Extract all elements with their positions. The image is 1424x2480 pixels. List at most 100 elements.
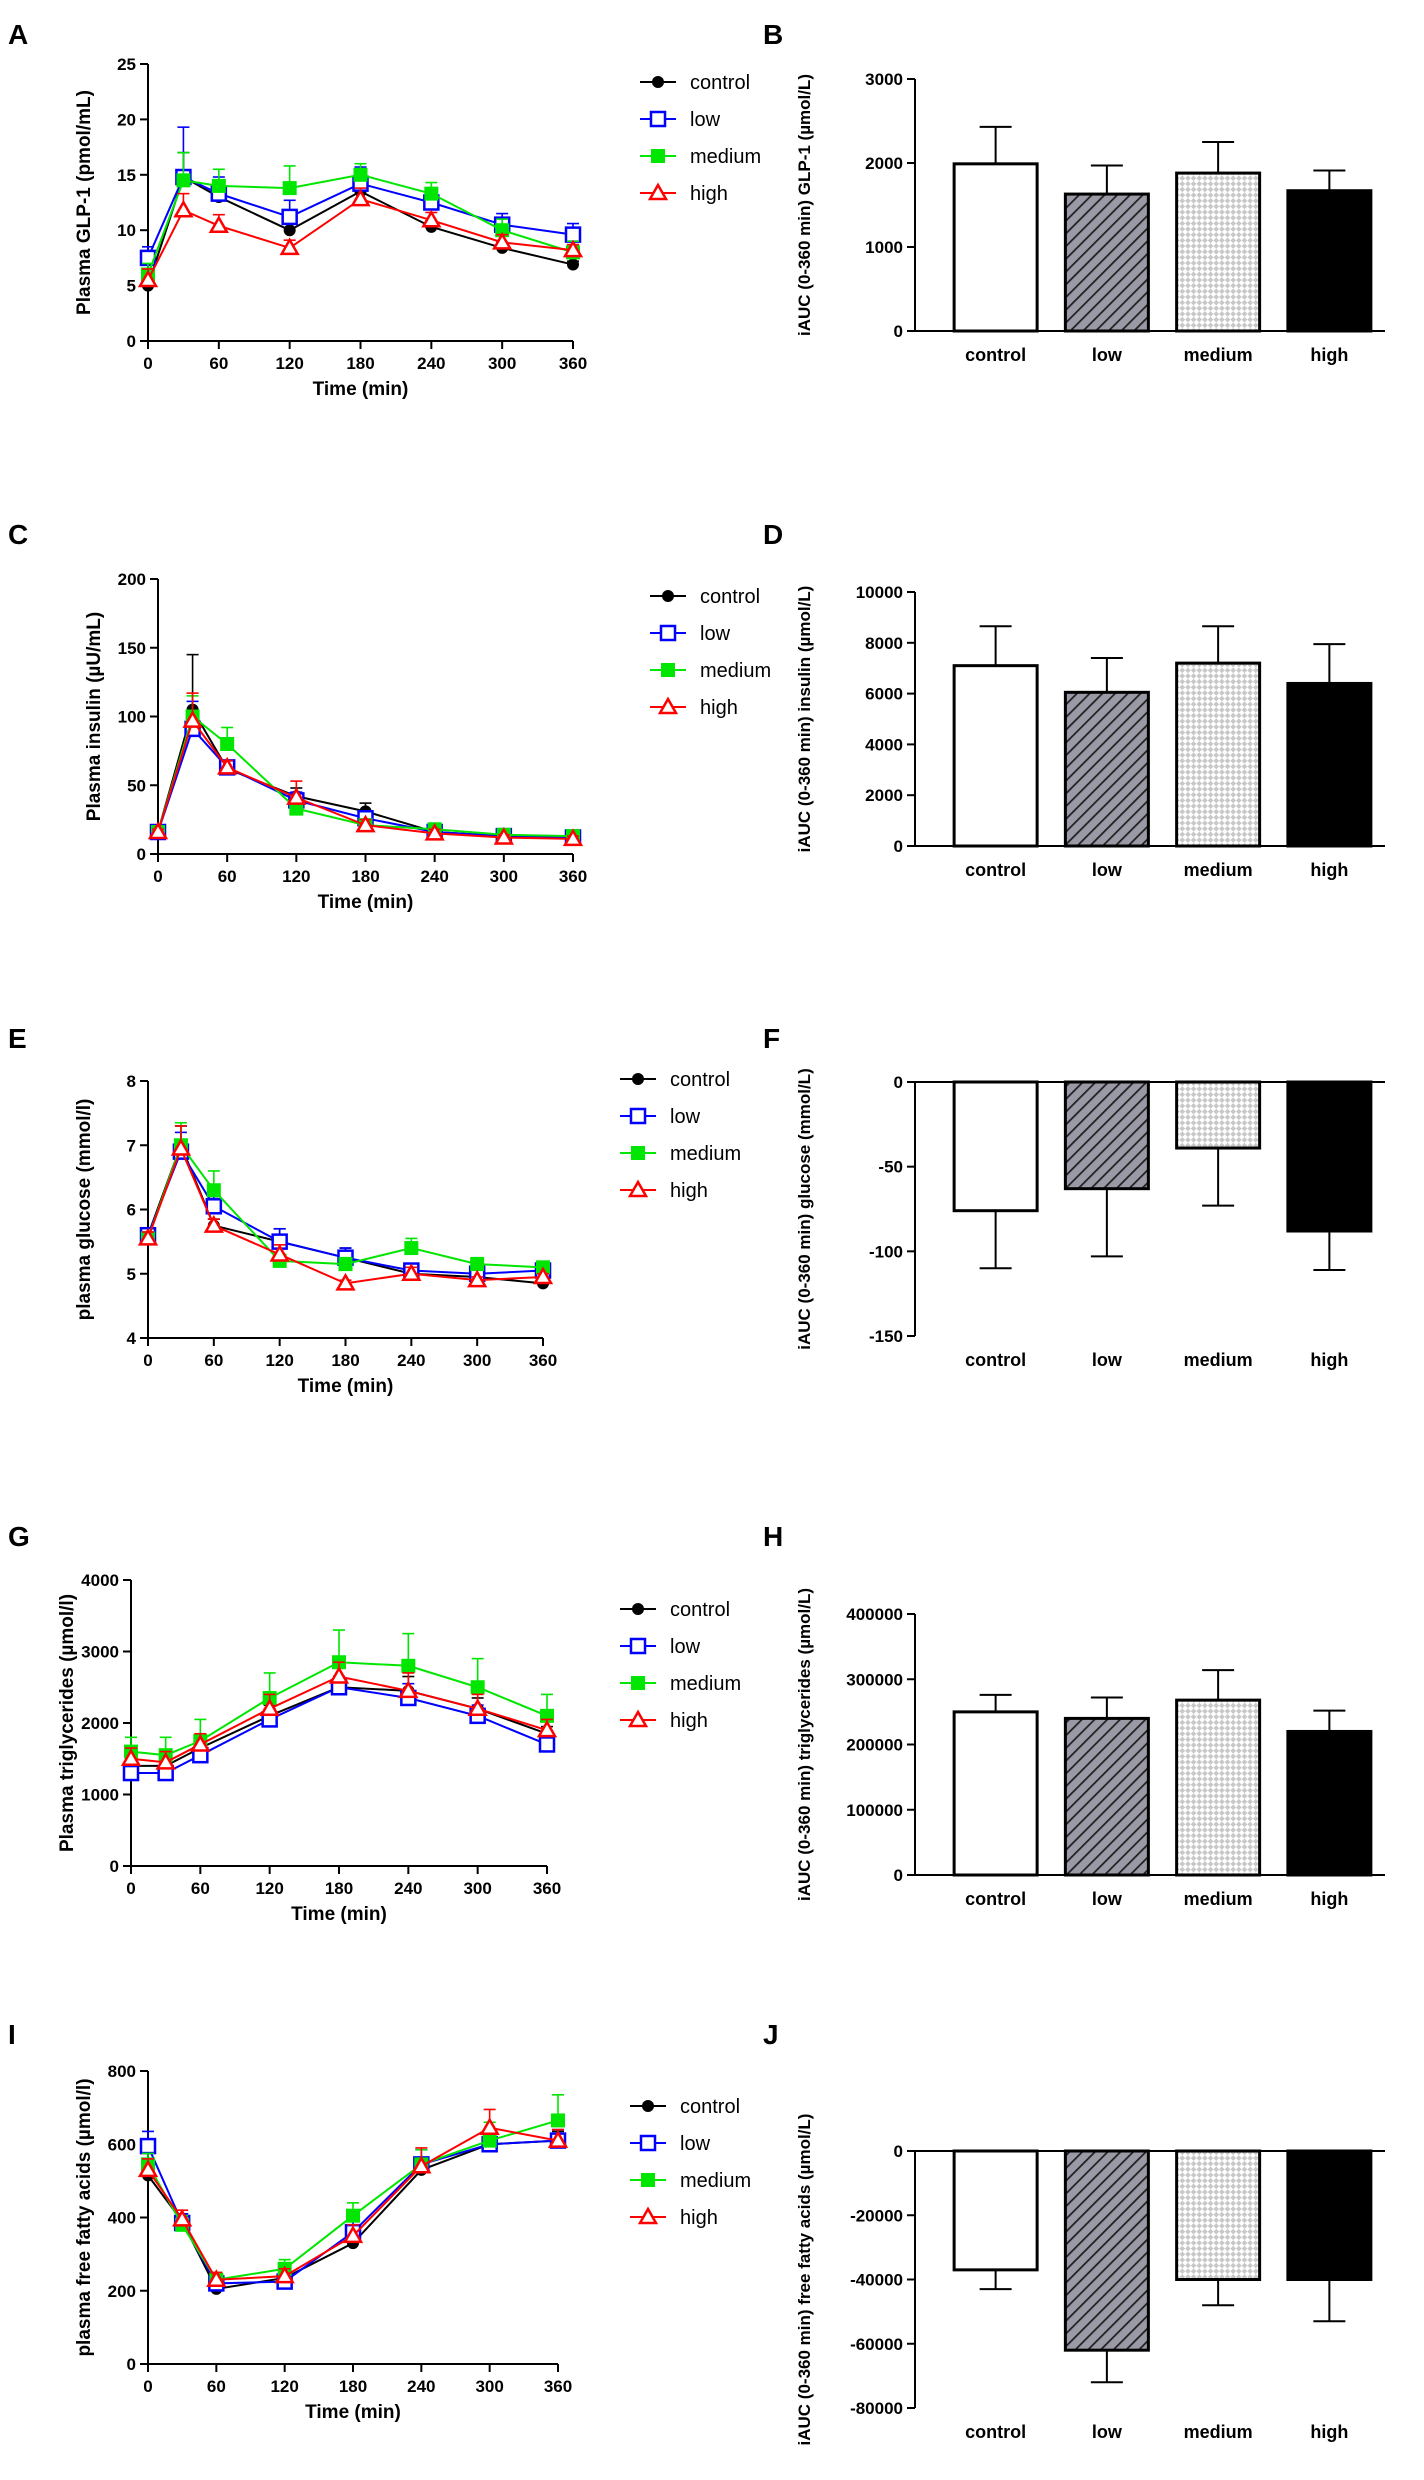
y-tick-label: 3000 xyxy=(81,1643,119,1662)
category-label-medium: medium xyxy=(1184,345,1253,365)
data-point-control xyxy=(567,258,579,271)
data-point-high xyxy=(479,2117,500,2136)
series-high xyxy=(137,2108,569,2288)
panel-label-h: H xyxy=(763,1521,783,1552)
x-tick-label: 300 xyxy=(488,354,516,373)
x-tick-label: 240 xyxy=(407,2377,435,2396)
data-point-high xyxy=(259,1698,280,1716)
data-point-medium xyxy=(495,223,510,238)
y-tick-label: -60000 xyxy=(850,2335,903,2354)
y-tick-label: 0 xyxy=(137,845,146,864)
y-tick-label: 5 xyxy=(127,1265,136,1284)
panel-label-a: A xyxy=(8,19,28,50)
data-point-high xyxy=(173,199,194,218)
data-point-medium xyxy=(401,1658,416,1673)
legend-marker-medium xyxy=(641,2173,655,2187)
legend-label-control: control xyxy=(680,2096,740,2118)
legend-label-medium: medium xyxy=(670,1143,741,1165)
legend-marker-control xyxy=(652,76,664,88)
series-medium xyxy=(124,1629,554,1763)
y-tick-label: 3000 xyxy=(865,70,903,89)
y-tick-label: 10000 xyxy=(856,583,903,602)
legend: control low medium high xyxy=(640,72,761,205)
panel-d-bar-chart: 0 2000 4000 6000 8000 10000 control low medium hi… xyxy=(795,583,1385,880)
data-point-low xyxy=(564,226,582,243)
y-tick-label: 5 xyxy=(127,277,136,296)
series-line-high xyxy=(147,1145,544,1285)
legend-marker-medium xyxy=(661,663,675,677)
y-tick-label: 0 xyxy=(894,837,903,856)
legend-marker-medium xyxy=(631,1676,645,1690)
y-tick-label: 400000 xyxy=(846,1605,903,1624)
data-point-high xyxy=(562,239,584,258)
y-tick-label: 100 xyxy=(118,708,146,727)
legend-label-control: control xyxy=(700,586,760,608)
x-tick-label: 180 xyxy=(339,2377,367,2396)
data-point-low xyxy=(205,1198,223,1215)
legend-label-medium: medium xyxy=(680,2170,751,2192)
bar-low xyxy=(1063,690,1150,848)
y-tick-label: 0 xyxy=(110,1857,119,1876)
bar-control xyxy=(952,1080,1039,1213)
data-point-high xyxy=(208,215,229,234)
bar-medium xyxy=(1175,661,1262,848)
data-point-high xyxy=(536,1719,558,1738)
data-point-high xyxy=(203,1215,224,1233)
data-point-high xyxy=(286,787,307,805)
x-tick-label: 300 xyxy=(490,867,518,886)
x-tick-label: 120 xyxy=(255,1879,283,1898)
x-axis-title: Time (min) xyxy=(298,1376,394,1397)
bar-medium xyxy=(1175,2149,1262,2281)
y-axis-title: Plasma GLP-1 (pmol/mL) xyxy=(74,90,95,315)
bar-high xyxy=(1286,681,1373,848)
category-label-control: control xyxy=(965,2422,1026,2442)
data-point-medium xyxy=(220,737,235,751)
data-point-medium xyxy=(551,2113,565,2128)
data-point-low xyxy=(122,1764,140,1782)
legend-label-low: low xyxy=(670,1636,701,1658)
panel-g-line-chart: 0 1000 2000 3000 4000 0 60 120 180 240 300 360 Time … xyxy=(57,1571,741,1925)
panel-label-d: D xyxy=(763,519,783,550)
x-tick-label: 120 xyxy=(275,354,303,373)
y-axis-title: iAUC (0-360 min) glucose (mmol/L) xyxy=(795,1068,814,1349)
x-tick-label: 0 xyxy=(126,1879,135,1898)
legend-label-low: low xyxy=(700,623,731,645)
y-axis-title: iAUC (0-360 min) insulin (µmol/L) xyxy=(795,586,814,853)
legend-marker-control xyxy=(642,2100,654,2112)
panel-a-line-chart: 0 5 10 15 20 25 0 60 120 180 240 300 360 Time (min) Pl… xyxy=(74,55,761,400)
data-point-medium xyxy=(176,173,191,188)
category-label-control: control xyxy=(965,1350,1026,1370)
legend-label-medium: medium xyxy=(670,1673,741,1695)
bar-control xyxy=(952,2149,1039,2272)
x-axis-title: Time (min) xyxy=(305,2402,401,2423)
category-label-medium: medium xyxy=(1184,860,1253,880)
legend: control low medium high xyxy=(650,586,771,719)
y-tick-label: 0 xyxy=(127,332,136,351)
x-tick-label: 120 xyxy=(265,1351,293,1370)
x-tick-label: 0 xyxy=(143,354,152,373)
panel-i-line-chart: 0 200 400 600 800 0 60 120 180 240 300 360 Time (min… xyxy=(74,2062,751,2423)
legend-marker-high xyxy=(627,1709,649,1728)
panel-f-bar-chart: -150 -100 -50 0 control low medium high iAUC (0-… xyxy=(795,1068,1385,1370)
bar-control xyxy=(952,1710,1039,1877)
y-tick-label: -80000 xyxy=(850,2399,903,2418)
category-label-medium: medium xyxy=(1184,1350,1253,1370)
x-tick-label: 120 xyxy=(270,2377,298,2396)
data-point-high xyxy=(342,2225,364,2244)
y-tick-label: 25 xyxy=(117,55,136,74)
legend-marker-medium xyxy=(631,1146,645,1160)
data-point-medium xyxy=(338,1257,353,1272)
y-tick-label: 400 xyxy=(108,2209,136,2228)
y-tick-label: 2000 xyxy=(865,154,903,173)
x-tick-label: 60 xyxy=(209,354,228,373)
series-high xyxy=(120,1661,558,1770)
data-point-high xyxy=(217,756,238,775)
category-label-low: low xyxy=(1092,1889,1123,1909)
x-tick-label: 240 xyxy=(420,867,448,886)
x-tick-label: 300 xyxy=(463,1879,491,1898)
y-tick-label: 15 xyxy=(117,166,136,185)
data-point-medium xyxy=(353,167,368,182)
category-label-high: high xyxy=(1310,2422,1348,2442)
legend: control low medium high xyxy=(620,1069,741,1202)
x-tick-label: 60 xyxy=(207,2377,226,2396)
